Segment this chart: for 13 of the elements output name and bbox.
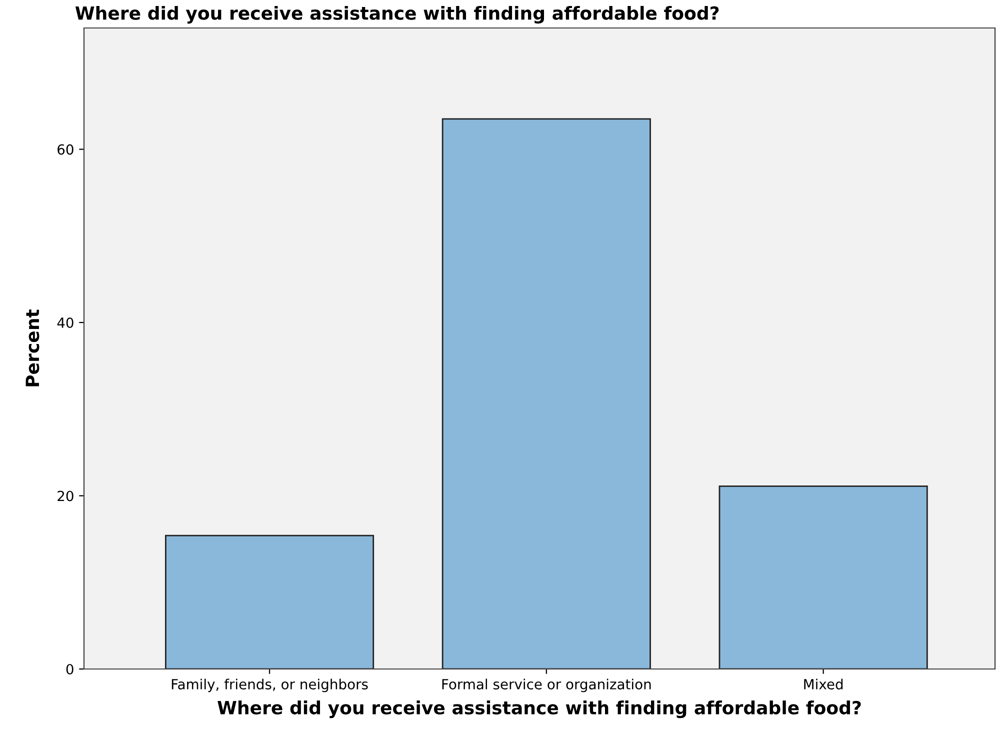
y-tick-label: 20 <box>58 490 74 502</box>
chart-title: Where did you receive assistance with finding affordable food? <box>75 6 719 24</box>
x-tick-label: Mixed <box>804 678 843 690</box>
y-tick-label: 0 <box>66 664 74 674</box>
y-axis-title: Percent <box>26 310 40 386</box>
x-axis-title: Where did you receive assistance with finding affordable food? <box>218 700 861 718</box>
x-tick-label: Formal service or organization <box>442 678 651 692</box>
bar <box>164 534 374 669</box>
bar <box>718 486 928 669</box>
y-tick-label: 60 <box>58 144 74 155</box>
y-tick-label: 40 <box>57 317 74 328</box>
bar <box>442 118 651 669</box>
x-tick-label: Family, friends, or neighbors <box>172 678 368 692</box>
